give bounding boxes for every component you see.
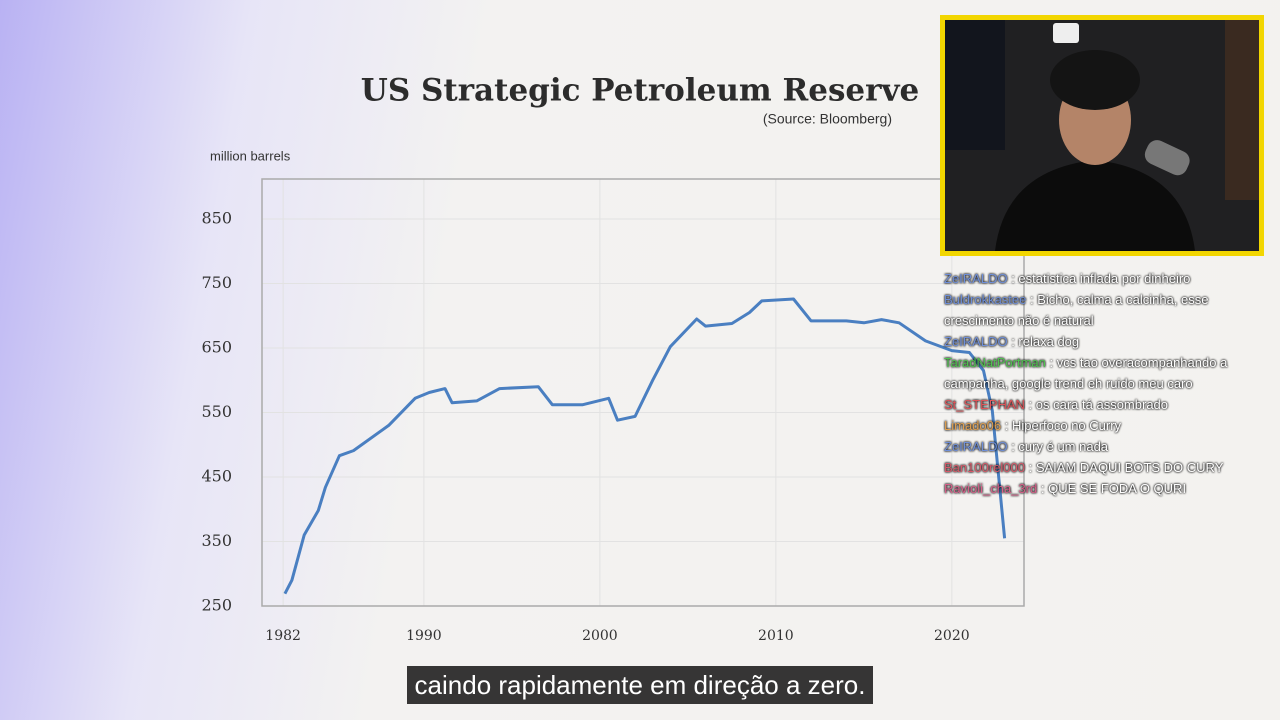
y-tick-label: 250 — [201, 596, 232, 615]
chat-text: : os cara tá assombrado — [1028, 397, 1169, 412]
chat-message: ZeIRALDO : cury é um nada — [944, 436, 1244, 457]
chat: ZeIRALDO : estatistica inflada por dinhe… — [944, 268, 1244, 499]
chat-user: St_STEPHAN — [944, 397, 1025, 412]
chat-message: Ravioli_cha_3rd : QUE SE FODA O QURI — [944, 478, 1244, 499]
x-tick-label: 2010 — [758, 628, 794, 644]
chat-text: : relaxa dog — [1011, 334, 1080, 349]
y-tick-label: 650 — [201, 337, 232, 356]
chat-user: Buldrokkastee — [944, 292, 1027, 307]
chat-text: : Hiperfoco no Curry — [1004, 418, 1122, 433]
caption: caindo rapidamente em direção a zero. — [406, 666, 874, 704]
chat-message: Ban100rel000 : SAIAM DAQUI BOTS DO CURY — [944, 457, 1244, 478]
chat-message: Buldrokkastee : Bicho, calma a calcinha,… — [944, 289, 1244, 331]
chart-title: US Strategic Petroleum Reserve — [361, 73, 919, 109]
y-tick-label: 350 — [201, 531, 232, 550]
data-line — [283, 297, 1007, 595]
chat-text: : cury é um nada — [1011, 439, 1109, 454]
chat-user: TaradNatPortman — [944, 355, 1046, 370]
chart-subtitle: (Source: Bloomberg) — [763, 111, 892, 127]
x-tick-label: 2020 — [934, 628, 970, 644]
chat-message: St_STEPHAN : os cara tá assombrado — [944, 394, 1244, 415]
chat-message: ZeIRALDO : estatistica inflada por dinhe… — [944, 268, 1244, 289]
webcam — [940, 15, 1264, 256]
chat-text: : SAIAM DAQUI BOTS DO CURY — [1028, 460, 1224, 475]
chat-text: : QUE SE FODA O QURI — [1040, 481, 1187, 496]
chat-text: : vcs tao overacompanhando a campanha, g… — [944, 355, 1228, 391]
y-tick-label: 850 — [201, 208, 232, 227]
y-tick-label: 450 — [201, 466, 232, 485]
x-tick-label: 1982 — [265, 628, 301, 644]
chat-text: : estatistica inflada por dinheiro — [1011, 271, 1191, 286]
caption-box: caindo rapidamente em direção a zero. — [0, 666, 1280, 704]
chat-user: Ban100rel000 — [944, 460, 1025, 475]
chat-message: TaradNatPortman : vcs tao overacompanhan… — [944, 352, 1244, 394]
chat-message: ZeIRALDO : relaxa dog — [944, 331, 1244, 352]
y-tick-label: 550 — [201, 402, 232, 421]
chat-message: Limado06 : Hiperfoco no Curry — [944, 415, 1244, 436]
x-tick-label: 1990 — [406, 628, 442, 644]
chat-user: ZeIRALDO — [944, 271, 1008, 286]
x-tick-label: 2000 — [582, 628, 618, 644]
chat-user: ZeIRALDO — [944, 334, 1008, 349]
y-tick-label: 750 — [201, 273, 232, 292]
chat-user: Ravioli_cha_3rd — [944, 481, 1038, 496]
chat-user: Limado06 — [944, 418, 1002, 433]
webcam-image — [945, 20, 1259, 251]
chat-text: : Bicho, calma a calcinha, esse crescime… — [944, 292, 1209, 328]
plot-frame — [261, 178, 1025, 607]
y-axis-label: million barrels — [210, 148, 291, 163]
chat-user: ZeIRALDO — [944, 439, 1008, 454]
